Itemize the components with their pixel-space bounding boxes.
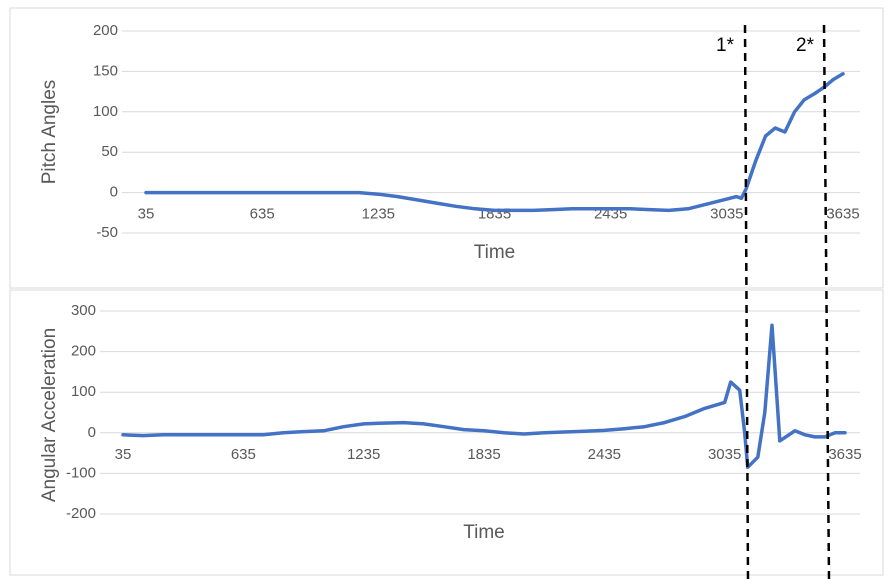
data-line [144,72,845,213]
x-tick-label: 2435 [588,446,621,463]
x-axis-title: Time [474,242,516,263]
y-tick-label: 200 [71,343,96,360]
y-axis-title: Pitch Angles [39,80,60,185]
charts: -50 0 50 100 150 200 35 635 1235 1835 2435 3035 3635… [39,22,862,543]
y-tick-label: 150 [93,62,118,79]
x-tick-label: 635 [250,206,275,223]
x-tick-label: 35 [115,446,132,463]
y-tick-label: -100 [66,464,96,481]
x-tick-label: 1235 [362,206,395,223]
y-tick-label: 0 [110,184,118,201]
data-line [121,323,847,470]
x-tick-label: 3035 [710,206,743,223]
y-tick-label: 300 [71,302,96,319]
y-tick-label: 100 [71,383,96,400]
x-tick-label: 635 [231,446,256,463]
annotation: 2* [796,35,815,56]
y-tick-label: 50 [101,143,118,160]
x-tick-label: 1235 [347,446,380,463]
x-tick-label: 1835 [467,446,500,463]
y-tick-label: -50 [96,224,118,241]
y-tick-label: 200 [93,22,118,39]
y-axis-title: Angular Acceleration [39,328,60,502]
x-tick-label: 35 [138,206,155,223]
top-panel [9,7,884,289]
x-tick-label: 3035 [708,446,741,463]
x-tick-label: 3635 [826,206,859,223]
annotation: 1* [716,35,735,56]
x-axis-title: Time [463,522,505,543]
x-tick-label: 3635 [828,446,861,463]
y-tick-label: 0 [88,424,96,441]
y-tick-label: 100 [93,103,118,120]
y-tick-label: -200 [66,505,96,522]
